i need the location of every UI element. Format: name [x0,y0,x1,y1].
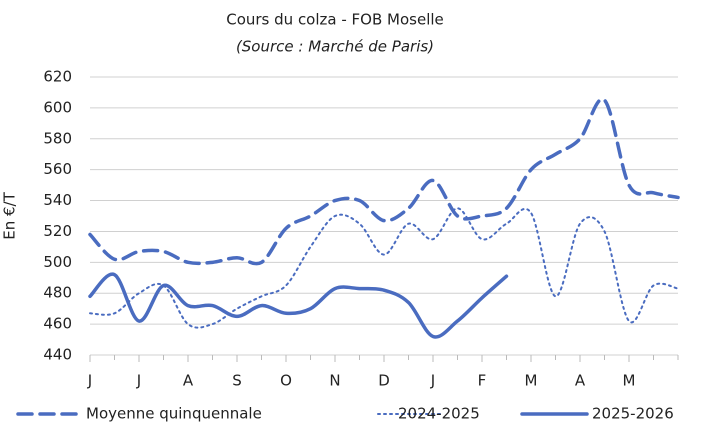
y-tick-label: 500 [43,253,72,271]
y-tick-label: 460 [43,315,72,333]
x-tick-label: M [525,372,538,390]
y-tick-label: 620 [43,68,72,86]
x-tick-label: J [430,372,435,390]
y-tick-label: 580 [43,129,72,147]
y-tick-label: 540 [43,191,72,209]
x-tick-label: A [183,372,194,390]
x-tick-label: F [478,372,487,390]
x-tick-label: D [378,372,390,390]
y-tick-label: 440 [43,346,72,364]
legend-label: Moyenne quinquennale [86,405,262,423]
y-tick-label: 560 [43,160,72,178]
x-tick-label: S [232,372,242,390]
x-tick-label: O [280,372,292,390]
y-tick-label: 480 [43,284,72,302]
series-line [88,272,509,339]
y-axis-label: En €/T [1,191,19,239]
series-line [88,97,680,266]
legend-label: 2024-2025 [398,405,480,423]
chart-title: Cours du colza - FOB Moselle [226,11,444,29]
x-tick-label: J [87,372,92,390]
x-tick-label: A [575,372,586,390]
legend-label: 2025-2026 [592,405,674,423]
x-tick-label: M [623,372,636,390]
y-tick-label: 600 [43,98,72,116]
x-tick-label: J [136,372,141,390]
series-line [89,207,679,329]
y-tick-label: 520 [43,222,72,240]
x-tick-label: N [329,372,340,390]
chart-subtitle: (Source : Marché de Paris) [236,38,434,56]
